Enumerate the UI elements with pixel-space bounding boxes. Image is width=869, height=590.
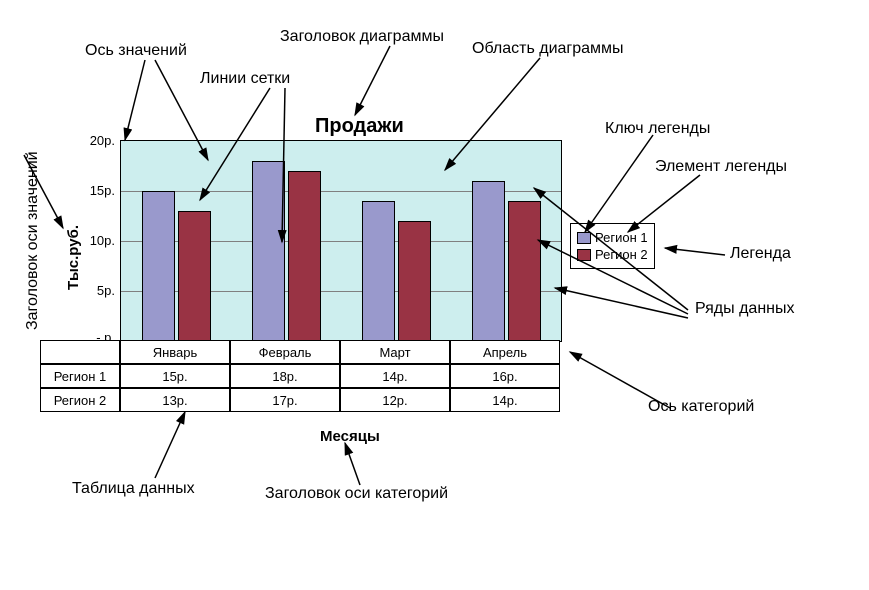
callout-category-axis: Ось категорий [648, 398, 754, 416]
callout-value-axis: Ось значений [85, 42, 187, 60]
data-cell-1-2: 12р. [340, 388, 450, 412]
diagram-anatomy: { "chart": { "type": "bar", "title": "Пр… [0, 0, 869, 590]
y-tick-1: 5р. [75, 283, 115, 298]
legend-key-1 [577, 232, 591, 244]
data-cell-0-3: 16р. [450, 364, 560, 388]
callout-y-axis-title: Заголовок оси значений [24, 151, 42, 330]
category-cell-1: Февраль [230, 340, 340, 364]
arrow-legend [665, 248, 725, 255]
legend-item-2: Регион 2 [577, 247, 648, 262]
bars-layer [121, 141, 561, 341]
callout-x-axis-title: Заголовок оси категорий [265, 485, 448, 503]
y-tick-4: 20р. [75, 133, 115, 148]
legend-label-2: Регион 2 [595, 247, 648, 262]
arrow-value_axis_a [125, 60, 145, 140]
data-cell-0-0: 15р. [120, 364, 230, 388]
data-cell-1-3: 14р. [450, 388, 560, 412]
callout-gridlines: Линии сетки [200, 70, 290, 88]
bar-Регион2-3 [508, 201, 541, 341]
legend-key-2 [577, 249, 591, 261]
arrow-chart_title [355, 46, 390, 115]
data-cell-0-1: 18р. [230, 364, 340, 388]
y-tick-2: 10р. [75, 233, 115, 248]
plot-area [120, 140, 562, 342]
category-cell-0: Январь [120, 340, 230, 364]
arrow-data_table [155, 412, 185, 478]
x-axis-title: Месяцы [320, 428, 380, 445]
callout-legend: Легенда [730, 245, 791, 263]
bar-Регион2-0 [178, 211, 211, 341]
arrow-legend_key [585, 135, 653, 232]
legend-item-1: Регион 1 [577, 230, 648, 245]
category-blank [40, 340, 120, 364]
y-tick-3: 15р. [75, 183, 115, 198]
chart-title: Продажи [315, 115, 404, 138]
callout-chart-title: Заголовок диаграммы [280, 28, 444, 46]
legend-label-1: Регион 1 [595, 230, 648, 245]
arrow-x_axis_title [345, 443, 360, 485]
rowheader-0: Регион 1 [40, 364, 120, 388]
data-cell-0-2: 14р. [340, 364, 450, 388]
data-cell-1-1: 17р. [230, 388, 340, 412]
category-cell-3: Апрель [450, 340, 560, 364]
bar-Регион1-1 [252, 161, 285, 341]
callout-legend-item: Элемент легенды [655, 158, 787, 176]
bar-Регион1-3 [472, 181, 505, 341]
bar-Регион2-1 [288, 171, 321, 341]
data-cell-1-0: 13р. [120, 388, 230, 412]
category-cell-2: Март [340, 340, 450, 364]
callout-data-table: Таблица данных [72, 480, 195, 498]
legend: Регион 1 Регион 2 [570, 223, 655, 269]
bar-Регион2-2 [398, 221, 431, 341]
callout-plot-area: Область диаграммы [472, 40, 624, 58]
bar-Регион1-2 [362, 201, 395, 341]
rowheader-1: Регион 2 [40, 388, 120, 412]
arrow-data_series_c [555, 288, 688, 318]
bar-Регион1-0 [142, 191, 175, 341]
callout-data-series: Ряды данных [695, 300, 795, 318]
callout-legend-key: Ключ легенды [605, 120, 710, 138]
